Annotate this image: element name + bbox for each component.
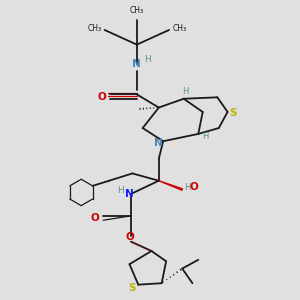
- Text: CH₃: CH₃: [172, 24, 186, 33]
- Text: H: H: [184, 183, 191, 192]
- Text: H: H: [117, 187, 124, 196]
- Text: H: H: [182, 87, 188, 96]
- Text: CH₃: CH₃: [87, 24, 101, 33]
- Text: O: O: [190, 182, 198, 192]
- Text: N: N: [154, 138, 163, 148]
- Text: H: H: [202, 132, 209, 141]
- Text: S: S: [230, 107, 237, 118]
- Text: CH₃: CH₃: [130, 6, 144, 15]
- Text: O: O: [97, 92, 106, 102]
- Text: O: O: [91, 213, 100, 223]
- Text: S: S: [128, 283, 135, 293]
- Polygon shape: [159, 181, 182, 190]
- Text: H: H: [144, 55, 150, 64]
- Text: N: N: [133, 58, 141, 69]
- Text: N: N: [125, 189, 134, 199]
- Text: O: O: [125, 232, 134, 242]
